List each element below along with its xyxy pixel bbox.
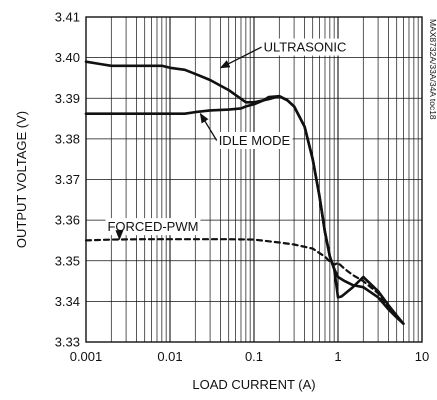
annotation-forced-pwm: FORCED-PWM [107,219,198,234]
annotation-bg-idle-mode [216,132,293,149]
annotation-arrow-ultrasonic [219,46,262,69]
y-tick-label: 3.33 [55,335,80,350]
y-tick-labels: 3.33 3.34 3.35 3.36 3.37 3.38 3.39 3.40 3.41 [55,10,80,350]
part-number-label: MAX8732A/33A/34A toc18 [428,19,437,120]
y-tick-label: 3.34 [55,294,80,309]
series-line-forced-pwm [84,238,405,325]
x-axis-label: LOAD CURRENT (A) [192,377,315,392]
y-tick-label: 3.41 [55,10,80,25]
y-tick-label: 3.36 [55,213,80,228]
y-tick-label: 3.38 [55,131,80,146]
y-tick-label: 3.37 [55,172,80,187]
grid [86,17,422,342]
y-tick-label: 3.40 [55,50,80,65]
x-tick-label: 10 [415,349,429,364]
annotation-bg-forced-pwm [105,218,201,236]
series-group [84,60,405,325]
annotation-arrow-idle-mode [199,112,218,141]
y-tick-label: 3.39 [55,91,80,106]
series-line-idle-mode [84,94,405,325]
annotations-group: ULTRASONIC IDLE MODE FORCED-PWM [105,38,349,241]
annotation-idle-mode: IDLE MODE [219,133,291,148]
y-axis-label: OUTPUT VOLTAGE (V) [14,111,29,248]
annotation-bg-ultrasonic [261,38,349,56]
x-tick-labels: 0.001 0.01 0.1 1 10 [70,349,430,364]
x-tick-label: 0.1 [245,349,263,364]
annotation-ultrasonic: ULTRASONIC [264,40,347,55]
y-tick-label: 3.35 [55,253,80,268]
x-tick-label: 0.001 [70,349,103,364]
plot-frame [85,16,423,343]
x-tick-label: 0.01 [157,349,182,364]
x-tick-label: 1 [334,349,341,364]
